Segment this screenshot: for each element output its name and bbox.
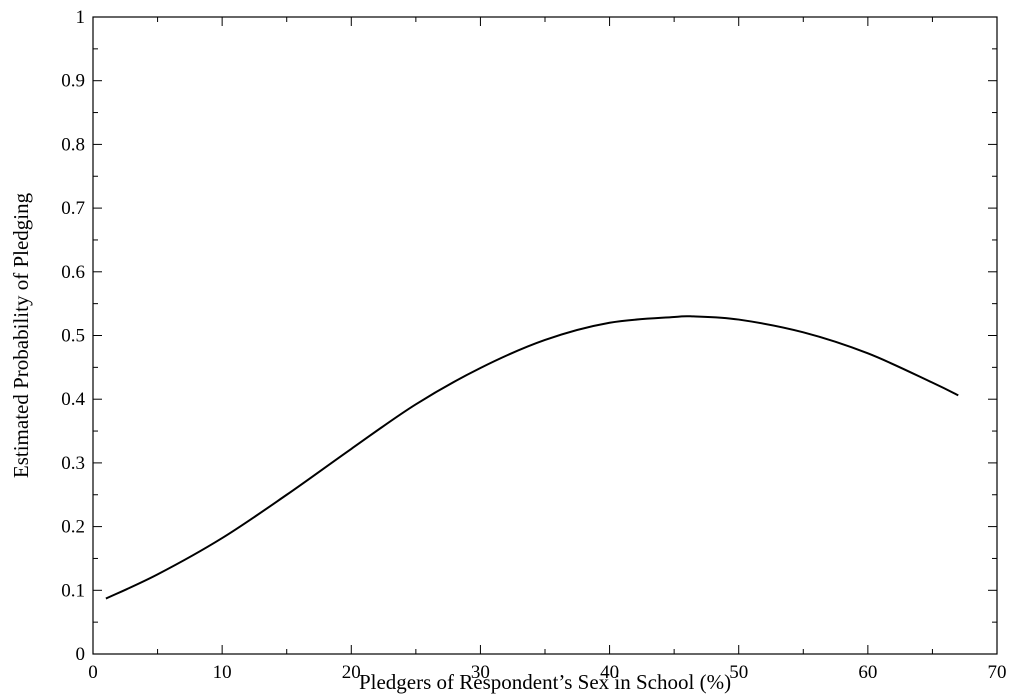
y-tick-label: 0.7: [61, 198, 85, 219]
y-tick-label: 1: [76, 7, 86, 28]
x-tick-label: 30: [471, 662, 490, 683]
series-layer: [105, 315, 959, 600]
x-axis-label: Pledgers of Respondent’s Sex in School (…: [359, 670, 731, 694]
y-tick-label: 0.9: [61, 71, 85, 92]
y-tick-label: 0.4: [61, 389, 85, 410]
y-axis: 0 0.1 0.2 0.3 0.4 0.5 0.6 0.7 0.8 0.9 1: [61, 7, 997, 665]
x-tick-label: 10: [213, 662, 232, 683]
series-line: [105, 315, 959, 600]
y-tick-label: 0.5: [61, 326, 85, 347]
y-tick-label: 0.6: [61, 262, 85, 283]
plot-area: [92, 16, 998, 655]
x-tick-label: 40: [600, 662, 619, 683]
y-tick-label: 0.1: [61, 580, 85, 601]
y-axis-label: Estimated Probability of Pledging: [9, 192, 33, 478]
x-tick-label: 20: [342, 662, 361, 683]
x-tick-label: 70: [988, 662, 1007, 683]
y-tick-label: 0.2: [61, 517, 85, 538]
y-tick-label: 0: [76, 644, 86, 665]
x-tick-label: 60: [858, 662, 877, 683]
y-tick-label: 0.3: [61, 453, 85, 474]
x-tick-label: 50: [729, 662, 748, 683]
y-tick-label: 0.8: [61, 134, 85, 155]
x-axis: 0 10 20 30 40 50 60 70: [88, 17, 1007, 683]
x-tick-label: 0: [88, 662, 98, 683]
plot-frame: [92, 16, 998, 655]
